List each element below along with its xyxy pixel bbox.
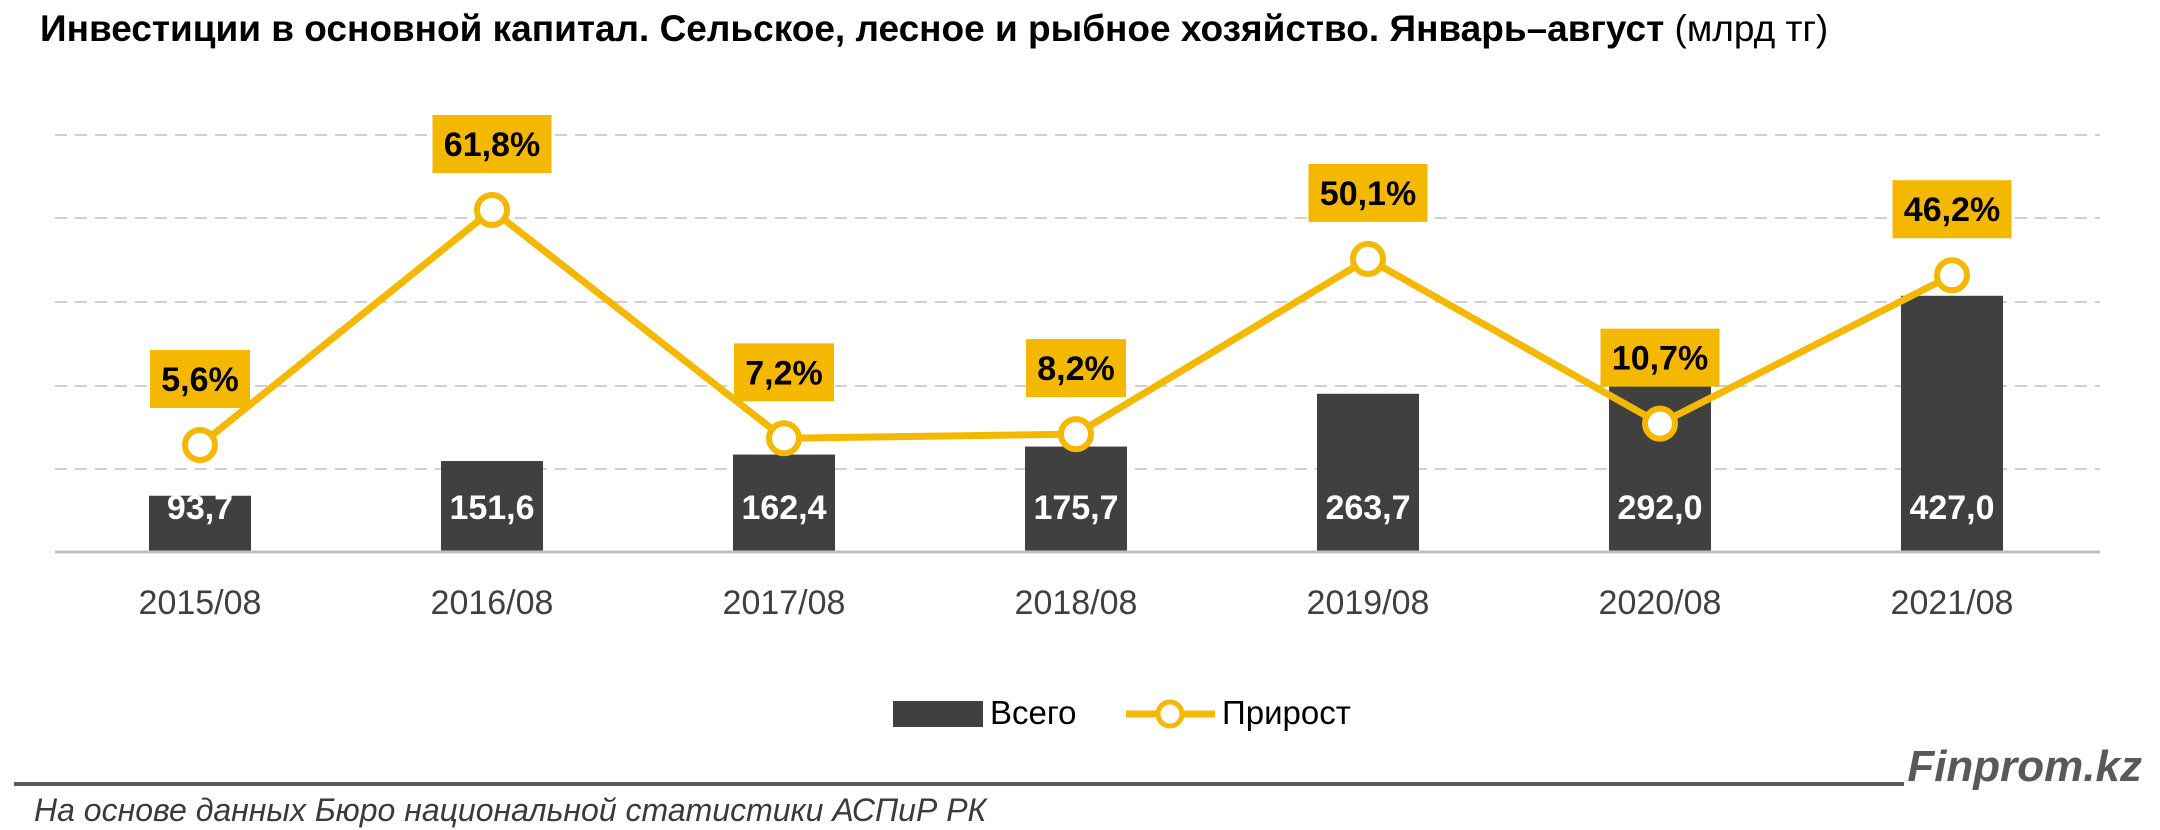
chart-area: 93,7 151,6 162,4 175,7 263,7 292,0 427,0 5,6% 6… xyxy=(55,115,2100,731)
line-value-label: 5,6% xyxy=(161,361,239,399)
legend-swatch-total xyxy=(893,701,983,727)
line-value-label: 10,7% xyxy=(1612,340,1708,378)
bar xyxy=(1025,446,1127,552)
line-label-box xyxy=(1892,180,2012,239)
bar-series xyxy=(149,295,2003,552)
x-tick-label: 2016/08 xyxy=(431,584,554,622)
bar-value-label: 151,6 xyxy=(449,489,534,527)
x-tick-label: 2017/08 xyxy=(723,584,846,622)
line-label-box xyxy=(734,343,834,402)
line-marker xyxy=(1058,416,1094,453)
legend-swatch-growth-marker xyxy=(1155,699,1185,729)
x-tick-label: 2020/08 xyxy=(1599,584,1722,622)
chart-title: Инвестиции в основной капитал. Сельское,… xyxy=(40,8,1828,50)
x-tick-labels: 2015/08 2016/08 2017/08 2018/08 2019/08 2020/… xyxy=(139,584,2014,622)
line-label-box xyxy=(1026,339,1126,398)
line-series xyxy=(182,192,1970,463)
line-label-box xyxy=(1308,163,1428,222)
bar-value-label: 93,7 xyxy=(167,489,233,527)
bar-value-label: 427,0 xyxy=(1909,489,1994,527)
line-marker xyxy=(1350,240,1386,277)
legend-label-growth: Прирост xyxy=(1222,694,1351,731)
legend: Всего Прирост xyxy=(893,694,1351,731)
bar xyxy=(149,495,251,552)
line-value-label: 7,2% xyxy=(745,354,823,392)
line-value-labels: 5,6% 61,8% 7,2% 8,2% 50,1% 10,7% 46,2% xyxy=(150,115,2012,408)
line-value-label: 46,2% xyxy=(1904,191,2000,229)
legend-label-total: Всего xyxy=(990,694,1077,731)
line-marker xyxy=(766,420,802,457)
line-value-label: 61,8% xyxy=(444,126,540,164)
bar-value-labels: 93,7 151,6 162,4 175,7 263,7 292,0 427,0 xyxy=(167,489,1995,527)
gridlines xyxy=(55,134,2100,470)
bar-value-label: 292,0 xyxy=(1617,489,1702,527)
line-label-box xyxy=(150,350,250,408)
bar xyxy=(441,461,543,552)
line-marker xyxy=(474,192,510,228)
line-label-box xyxy=(1600,328,1720,387)
chart-title-main: Инвестиции в основной капитал. Сельское,… xyxy=(40,8,1665,49)
x-tick-label: 2015/08 xyxy=(139,584,262,622)
line-value-label: 8,2% xyxy=(1037,350,1115,388)
footer-divider xyxy=(14,782,1904,786)
x-tick-label: 2019/08 xyxy=(1307,584,1430,622)
bar-value-label: 162,4 xyxy=(741,489,826,527)
line-marker xyxy=(1934,257,1970,294)
brand-logo-text: Finprom.kz xyxy=(1907,742,2142,791)
line-label-box xyxy=(432,115,552,173)
line-marker xyxy=(1642,405,1678,442)
bar xyxy=(1317,393,1419,552)
x-tick-label: 2021/08 xyxy=(1891,584,2014,622)
line-value-label: 50,1% xyxy=(1320,175,1416,213)
bar-value-label: 263,7 xyxy=(1325,489,1410,527)
chart-title-unit: (млрд тг) xyxy=(1674,8,1829,49)
bar xyxy=(733,454,835,552)
line-path xyxy=(197,206,1954,448)
x-tick-label: 2018/08 xyxy=(1015,584,1138,622)
bar xyxy=(1901,295,2003,552)
bar-value-label: 175,7 xyxy=(1033,489,1118,527)
source-note: На основе данных Бюро национальной стати… xyxy=(34,792,987,828)
line-marker xyxy=(182,427,218,463)
